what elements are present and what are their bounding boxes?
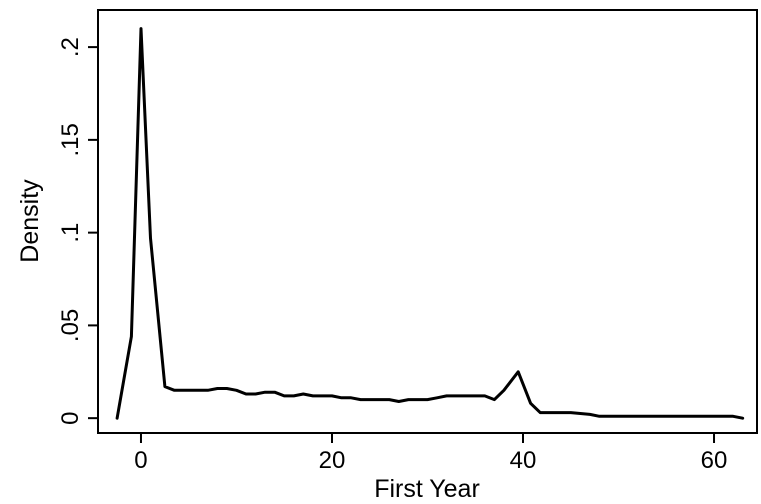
x-tick-label: 20: [319, 447, 346, 474]
y-tick-label: .15: [57, 123, 84, 156]
density-line: [115, 27, 745, 420]
y-axis-title: Density: [16, 179, 44, 263]
x-tick-label: 40: [510, 447, 537, 474]
y-tick-label: .05: [57, 309, 84, 342]
x-tick-label: 0: [134, 447, 147, 474]
x-axis-ticks: 0 20 40 60: [134, 433, 727, 474]
y-axis-ticks: 0 .05 .1 .15 .2: [57, 37, 98, 425]
y-tick-label: 0: [57, 411, 84, 424]
y-tick-label: .1: [57, 223, 84, 243]
plot-frame: [97, 9, 758, 434]
y-tick-label: .2: [57, 37, 84, 57]
x-axis-title: First Year: [374, 475, 480, 503]
x-tick-label: 60: [701, 447, 728, 474]
